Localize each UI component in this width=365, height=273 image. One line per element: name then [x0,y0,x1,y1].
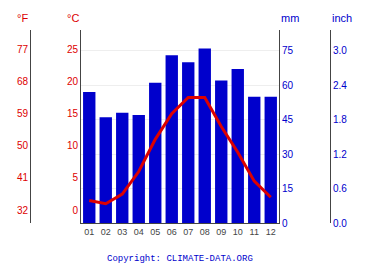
svg-text:41: 41 [17,172,29,183]
svg-text:mm: mm [281,12,299,24]
svg-text:10: 10 [67,140,79,151]
svg-text:0: 0 [282,218,288,229]
svg-text:2.4: 2.4 [333,80,347,91]
svg-text:01: 01 [84,227,94,237]
svg-text:11: 11 [250,227,259,237]
svg-text:0.6: 0.6 [333,183,347,194]
svg-text:08: 08 [200,227,210,237]
svg-text:07: 07 [183,227,193,237]
svg-text:Copyright: CLIMATE-DATA.ORG: Copyright: CLIMATE-DATA.ORG [107,254,253,264]
svg-text:75: 75 [282,45,294,56]
svg-text:0.0: 0.0 [333,218,347,229]
svg-text:09: 09 [216,227,226,237]
svg-text:06: 06 [167,227,177,237]
svg-text:°F: °F [17,12,28,24]
svg-text:15: 15 [67,108,79,119]
svg-text:15: 15 [282,183,294,194]
svg-text:45: 45 [282,114,294,125]
svg-text:1.8: 1.8 [333,114,347,125]
svg-text:°C: °C [67,12,79,24]
svg-text:30: 30 [282,149,294,160]
svg-text:0: 0 [72,205,78,216]
svg-text:05: 05 [150,227,160,237]
svg-text:77: 77 [17,44,29,55]
svg-text:32: 32 [17,205,29,216]
svg-text:68: 68 [17,76,29,87]
svg-text:inch: inch [332,12,352,24]
svg-text:25: 25 [67,44,79,55]
svg-text:1.2: 1.2 [333,149,347,160]
svg-text:59: 59 [17,108,29,119]
svg-text:5: 5 [72,172,78,183]
svg-text:12: 12 [266,227,276,237]
svg-text:60: 60 [282,80,294,91]
svg-text:50: 50 [17,140,29,151]
svg-text:3.0: 3.0 [333,45,347,56]
svg-text:03: 03 [117,227,127,237]
svg-text:10: 10 [233,227,243,237]
svg-text:02: 02 [101,227,111,237]
svg-text:04: 04 [134,227,144,237]
svg-text:20: 20 [67,76,79,87]
